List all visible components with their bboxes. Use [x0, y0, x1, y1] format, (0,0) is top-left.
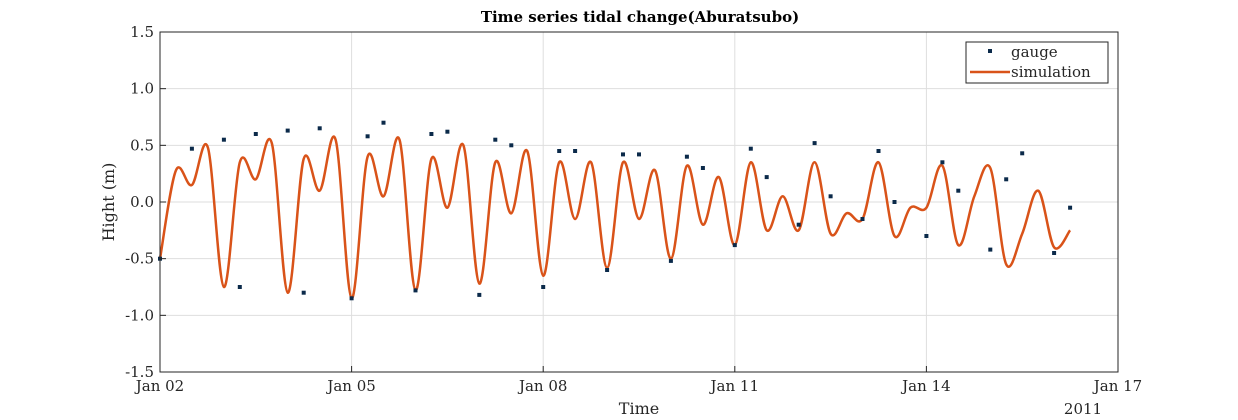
x-tick-label: Jan 02: [134, 377, 184, 395]
gauge-point: [924, 234, 929, 238]
gauge-point: [732, 243, 737, 248]
chart-title: Time series tidal change(Aburatsubo): [481, 8, 799, 26]
x-tick-label: Jan 14: [900, 377, 950, 395]
gauge-point: [637, 152, 641, 157]
gauge-point: [1052, 251, 1057, 255]
y-tick-label: 1.5: [130, 23, 154, 41]
x-tick-label: Jan 05: [325, 377, 375, 395]
gauge-series: [158, 120, 1073, 301]
gauge-point: [956, 188, 961, 193]
gauge-point: [477, 292, 482, 297]
simulation-series: [158, 135, 1072, 300]
y-tick-label: 0.5: [130, 136, 154, 154]
y-tick-label: 0.0: [130, 193, 154, 211]
gauge-point: [748, 146, 753, 151]
gauge-point: [509, 143, 514, 148]
gauge-point: [349, 296, 354, 301]
gauge-point: [828, 194, 833, 199]
gauge-point: [253, 132, 258, 136]
gauge-point: [796, 222, 801, 227]
gauge-point: [493, 137, 498, 142]
gauge-point: [860, 217, 865, 221]
gauge-point: [557, 149, 562, 153]
gauge-point: [429, 132, 434, 136]
x-year-label: 2011: [1064, 400, 1102, 418]
gauge-point: [605, 268, 610, 272]
gauge-point: [892, 200, 897, 204]
legend-box: [965, 41, 1109, 84]
x-tick-label: Jan 11: [709, 377, 759, 395]
y-tick-label: -1.0: [125, 306, 154, 324]
y-tick-label: 1.0: [130, 80, 154, 98]
legend-simulation-label: simulation: [1011, 63, 1091, 81]
gauge-point: [237, 285, 242, 289]
gauge-point: [700, 166, 705, 170]
x-tick-label: Jan 08: [517, 377, 567, 395]
gauge-point: [381, 120, 386, 125]
gauge-point: [684, 154, 689, 159]
gauge-point: [317, 126, 322, 131]
gauge-point: [940, 160, 945, 165]
y-axis-label: Hight (m): [99, 163, 118, 242]
gauge-point: [812, 141, 817, 146]
gauge-point: [365, 134, 370, 139]
gauge-point: [573, 149, 578, 153]
legend-gauge-label: gauge: [1011, 43, 1058, 61]
gauge-point: [221, 137, 226, 142]
y-axis: -1.5 -1.0 -0.5 0.0 0.5 1.0 1.5: [125, 23, 166, 381]
gauge-point: [413, 288, 418, 293]
gauge-point: [764, 175, 769, 180]
gauge-point: [445, 129, 450, 134]
gauge-point: [1020, 151, 1025, 156]
legend: gauge simulation: [965, 41, 1109, 84]
y-tick-label: -1.5: [125, 363, 154, 381]
simulation-line: [158, 135, 1072, 300]
x-tick-label: Jan 17: [1092, 377, 1142, 395]
gauge-point: [1068, 205, 1073, 210]
gauge-point: [988, 247, 993, 252]
x-axis-label: Time: [619, 399, 659, 418]
gauge-point: [189, 146, 194, 151]
gauge-point: [301, 290, 306, 295]
gauge-point: [1004, 177, 1009, 182]
y-tick-label: -0.5: [125, 250, 154, 268]
legend-gauge-marker: [988, 49, 992, 53]
gauge-point: [285, 128, 290, 133]
gauge-point: [621, 152, 625, 157]
gauge-point: [668, 258, 673, 263]
gauge-point: [541, 285, 546, 289]
gauge-point: [876, 149, 881, 153]
x-axis: Jan 02 Jan 05 Jan 08 Jan 11 Jan 14 Jan 17: [134, 366, 1142, 395]
